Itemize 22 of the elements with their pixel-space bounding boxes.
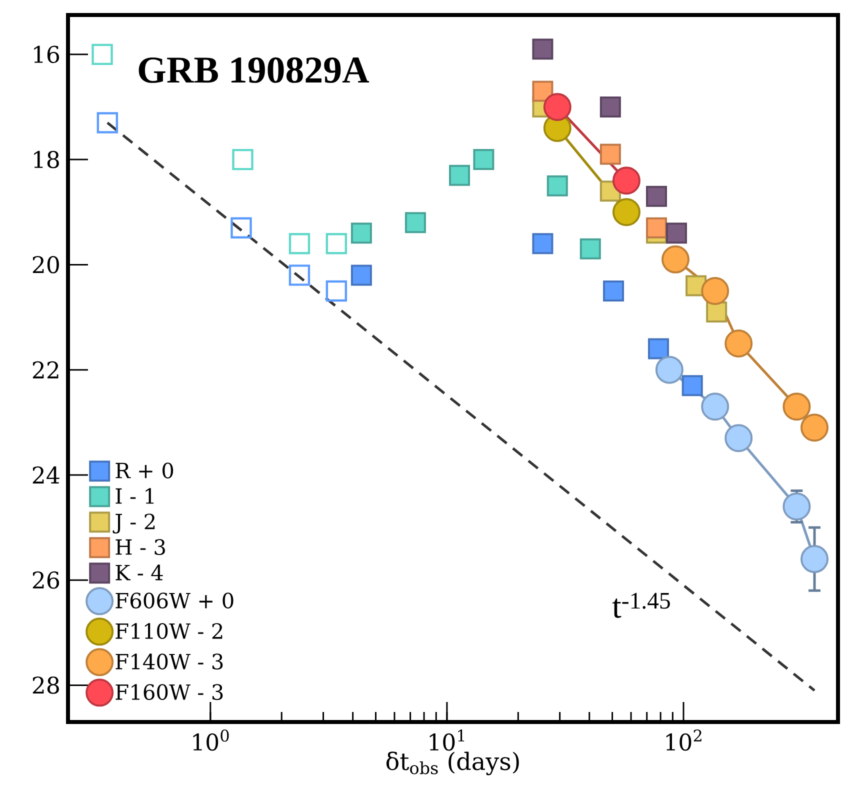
- x-tick-label: 10$^{1}$: [430, 730, 464, 751]
- y-tick-label: 18: [34, 150, 59, 168]
- legend-label: I - 1: [116, 488, 154, 504]
- legend-label: F606W + 0: [116, 592, 234, 608]
- annotation: t$^{-1.45}$: [612, 592, 670, 618]
- y-tick-label: 22: [32, 361, 58, 378]
- x-tick-label: 10$^{2}$: [666, 730, 702, 751]
- x-tick-label: 10$^{0}$: [193, 730, 229, 751]
- y-tick-label: 26: [32, 571, 60, 589]
- y-tick-label: 16: [34, 46, 60, 64]
- legend-label: F140W - 3: [116, 654, 223, 670]
- legend-label: K - 4: [116, 564, 163, 580]
- legend-label: J - 2: [112, 514, 155, 534]
- legend-label: F160W - 3: [116, 684, 223, 700]
- legend-label: R + 0: [116, 462, 174, 478]
- x-axis-title: δt$_{obs}$ (days): [386, 752, 519, 776]
- y-tick-label: 24: [32, 466, 60, 484]
- y-tick-label: 20: [32, 256, 59, 274]
- y-tick-label: 28: [32, 676, 59, 694]
- text: GRB 190829A: [138, 57, 370, 83]
- legend-label: H - 3: [116, 539, 165, 555]
- legend-label: F110W - 2: [116, 623, 222, 639]
